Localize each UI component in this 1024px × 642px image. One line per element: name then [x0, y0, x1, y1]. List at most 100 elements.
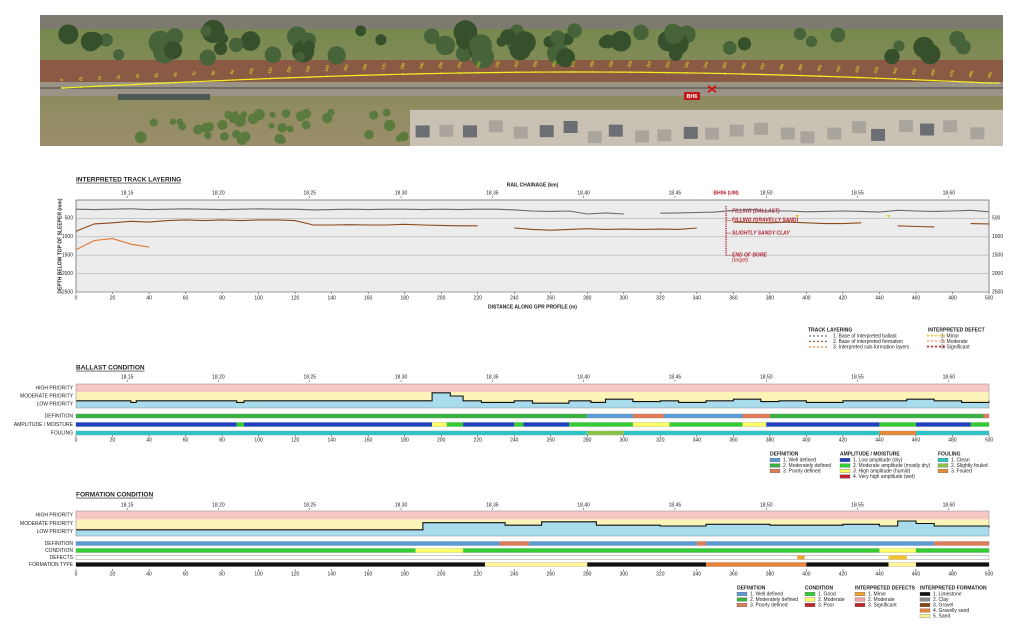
chainage-mark: 360 — [740, 61, 747, 70]
tree — [722, 41, 737, 55]
chainage-dot — [837, 75, 840, 78]
house — [608, 124, 623, 137]
x2-tick-label: 18.55 — [851, 502, 864, 508]
tree — [213, 41, 228, 56]
x-tick-label: 120 — [291, 437, 300, 443]
strip-segment — [769, 414, 984, 418]
tree — [956, 39, 971, 55]
strip-segment — [888, 555, 907, 560]
tree — [793, 27, 807, 40]
tree — [384, 119, 396, 132]
tree — [469, 34, 492, 57]
tree — [113, 49, 125, 61]
legend-swatch — [919, 603, 931, 607]
chainage-dot — [383, 73, 385, 76]
x-tick-label: 200 — [437, 295, 446, 301]
x-tick-label: 440 — [875, 571, 884, 577]
legend-marker — [934, 340, 938, 343]
legend-label: 3. Poor — [818, 602, 834, 608]
x-tick-label: 260 — [547, 571, 556, 577]
defect — [795, 215, 800, 219]
strip-segment — [669, 422, 743, 427]
x-tick-label: 360 — [729, 295, 738, 301]
x-tick-label: 320 — [656, 571, 665, 577]
x-tick-label: 180 — [401, 571, 410, 577]
y-tick-label-right: 2500 — [992, 289, 1003, 295]
tree — [176, 118, 184, 126]
borehole-label-box — [684, 92, 700, 100]
legend-label: 4. Very high amplitude (wet) — [853, 474, 915, 480]
chainage-mark: 300 — [626, 59, 633, 68]
legend-title: DEFINITION — [770, 451, 799, 457]
legend-swatch — [769, 469, 781, 473]
x-tick-label: 320 — [656, 295, 665, 301]
x-tick-label: 0 — [75, 437, 78, 443]
tree — [295, 111, 306, 122]
x-tick-label: 160 — [364, 295, 373, 301]
chart-title: INTERPRETED TRACK LAYERING — [76, 177, 181, 184]
chainage-mark: 330 — [683, 60, 690, 69]
chainage-mark: 200 — [437, 61, 444, 70]
tree — [294, 51, 305, 62]
y-tick-label: 500 — [65, 216, 74, 222]
x-tick-label: 420 — [839, 571, 848, 577]
tree — [556, 48, 575, 68]
x2-tick-label: 18.40 — [577, 374, 590, 380]
legend-marker — [930, 340, 934, 343]
chainage-dot — [780, 74, 783, 76]
tree — [58, 24, 79, 45]
legend-swatch — [919, 608, 931, 613]
x2-tick-label: 18.25 — [303, 190, 316, 196]
tree — [281, 109, 291, 118]
plot-bg — [75, 199, 990, 293]
chainage-mark: 120 — [285, 65, 292, 74]
y-tick-label: LOW PRIORITY — [37, 529, 74, 535]
tree — [455, 45, 473, 62]
legend-title: CONDITION — [805, 585, 833, 591]
chainage-dot — [724, 72, 726, 75]
x2-tick-label: 18.45 — [669, 502, 682, 508]
y-tick-label: 2000 — [62, 271, 73, 277]
legend-label: 2. Clay — [933, 597, 949, 603]
track-bed — [40, 60, 1003, 82]
y-axis-title: DEPTH BELOW TOP OF SLEEPER (mm) — [57, 198, 63, 293]
house — [563, 121, 578, 134]
borehole-marker — [707, 85, 717, 93]
strip-segment — [528, 541, 697, 546]
layer-label: SLIGHTLY SANDY CLAY — [732, 230, 790, 236]
strip-segment — [76, 414, 588, 418]
tree — [277, 122, 288, 133]
legend-swatch — [937, 463, 949, 468]
legend-marker — [942, 345, 946, 349]
legend-swatch — [839, 458, 851, 462]
chainage-mark: 280 — [588, 59, 595, 68]
legend-label: 2. Base of interpreted formation — [833, 339, 903, 345]
x2-tick-label: 18.15 — [121, 502, 134, 508]
x-tick-label: 300 — [620, 437, 629, 443]
x-tick-label: 20 — [110, 437, 116, 443]
tree — [737, 37, 752, 51]
rail-corridor — [40, 82, 1003, 96]
x2-tick-label: 18.50 — [760, 190, 773, 196]
x-tick-label: 440 — [875, 295, 884, 301]
legend-title: AMPLITUDE / MOISTURE — [840, 451, 900, 457]
x-tick-label: 480 — [948, 295, 957, 301]
chainage-mark: 210 — [456, 60, 463, 69]
strip-segment — [76, 548, 416, 553]
x2-tick-label: 18.60 — [943, 374, 956, 380]
chainage-mark: 430 — [873, 65, 880, 74]
chainage-mark: 460 — [929, 68, 936, 77]
legend-label: 1. Base of interpreted ballast — [833, 333, 897, 339]
chainage-mark: 340 — [702, 60, 709, 69]
chainage-dot — [212, 79, 215, 82]
chainage-dot — [667, 71, 669, 74]
strip-segment — [236, 422, 244, 427]
tree — [232, 129, 241, 139]
legend-label: 1. Well defined — [750, 591, 783, 597]
x2-tick-label: 18.35 — [486, 374, 499, 380]
priority-band — [76, 519, 989, 528]
chainage-dot — [610, 71, 613, 73]
house — [657, 129, 672, 142]
x-tick-label: 80 — [219, 295, 225, 301]
x-tick-label: 260 — [547, 437, 556, 443]
